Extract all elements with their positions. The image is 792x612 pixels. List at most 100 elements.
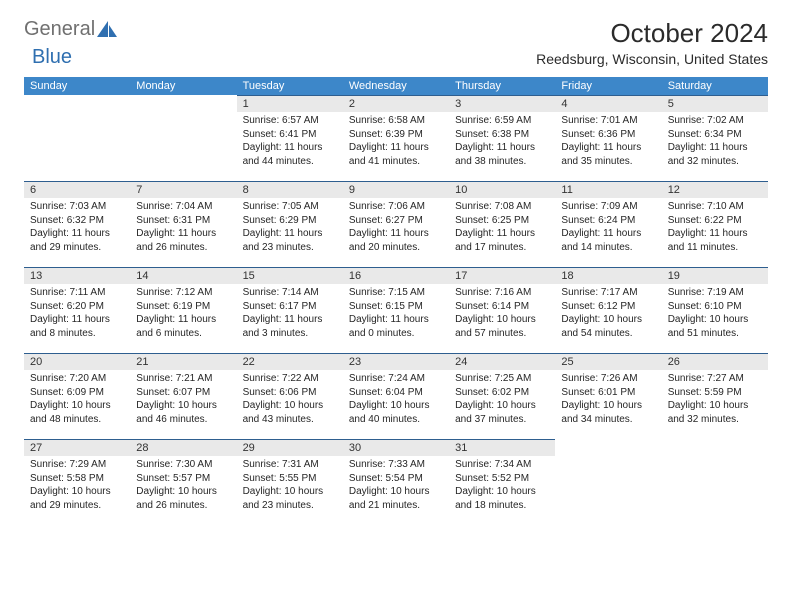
sunset-text: Sunset: 6:36 PM	[561, 128, 655, 142]
daylight-text: Daylight: 11 hours and 6 minutes.	[136, 313, 230, 340]
calendar-day-cell: 4Sunrise: 7:01 AMSunset: 6:36 PMDaylight…	[555, 95, 661, 181]
daylight-text: Daylight: 10 hours and 23 minutes.	[243, 485, 337, 512]
calendar-day-cell: 3Sunrise: 6:59 AMSunset: 6:38 PMDaylight…	[449, 95, 555, 181]
sunrise-text: Sunrise: 7:25 AM	[455, 372, 549, 386]
calendar-day-cell: 6Sunrise: 7:03 AMSunset: 6:32 PMDaylight…	[24, 181, 130, 267]
day-number: 28	[130, 439, 236, 456]
calendar-day-cell: 17Sunrise: 7:16 AMSunset: 6:14 PMDayligh…	[449, 267, 555, 353]
sunrise-text: Sunrise: 6:57 AM	[243, 114, 337, 128]
day-number: 8	[237, 181, 343, 198]
location: Reedsburg, Wisconsin, United States	[536, 51, 768, 67]
sunset-text: Sunset: 5:52 PM	[455, 472, 549, 486]
sunrise-text: Sunrise: 7:33 AM	[349, 458, 443, 472]
calendar-day-cell: 26Sunrise: 7:27 AMSunset: 5:59 PMDayligh…	[662, 353, 768, 439]
day-details: Sunrise: 7:24 AMSunset: 6:04 PMDaylight:…	[343, 370, 449, 428]
calendar-day-cell: 16Sunrise: 7:15 AMSunset: 6:15 PMDayligh…	[343, 267, 449, 353]
sunset-text: Sunset: 6:09 PM	[30, 386, 124, 400]
day-number: 18	[555, 267, 661, 284]
day-number: 26	[662, 353, 768, 370]
sunset-text: Sunset: 6:20 PM	[30, 300, 124, 314]
sunrise-text: Sunrise: 7:22 AM	[243, 372, 337, 386]
sunset-text: Sunset: 6:41 PM	[243, 128, 337, 142]
logo-text-general: General	[24, 18, 95, 41]
sunset-text: Sunset: 6:34 PM	[668, 128, 762, 142]
calendar-day-cell: 7Sunrise: 7:04 AMSunset: 6:31 PMDaylight…	[130, 181, 236, 267]
daylight-text: Daylight: 11 hours and 0 minutes.	[349, 313, 443, 340]
day-number: 25	[555, 353, 661, 370]
calendar-day-cell: 13Sunrise: 7:11 AMSunset: 6:20 PMDayligh…	[24, 267, 130, 353]
day-details: Sunrise: 7:12 AMSunset: 6:19 PMDaylight:…	[130, 284, 236, 342]
sunrise-text: Sunrise: 7:14 AM	[243, 286, 337, 300]
sunset-text: Sunset: 6:39 PM	[349, 128, 443, 142]
day-details: Sunrise: 7:08 AMSunset: 6:25 PMDaylight:…	[449, 198, 555, 256]
day-number: 3	[449, 95, 555, 112]
page-title: October 2024	[536, 18, 768, 49]
day-details: Sunrise: 7:29 AMSunset: 5:58 PMDaylight:…	[24, 456, 130, 514]
sunrise-text: Sunrise: 7:20 AM	[30, 372, 124, 386]
day-details: Sunrise: 7:06 AMSunset: 6:27 PMDaylight:…	[343, 198, 449, 256]
day-details: Sunrise: 7:25 AMSunset: 6:02 PMDaylight:…	[449, 370, 555, 428]
daylight-text: Daylight: 10 hours and 54 minutes.	[561, 313, 655, 340]
calendar-day-cell: 27Sunrise: 7:29 AMSunset: 5:58 PMDayligh…	[24, 439, 130, 517]
day-number: 13	[24, 267, 130, 284]
calendar-body: 1 Sunrise: 6:57 AMSunset: 6:41 PM Daylight…	[24, 95, 768, 517]
daylight-text: Daylight: 11 hours and 20 minutes.	[349, 227, 443, 254]
daylight-text: Daylight: 10 hours and 18 minutes.	[455, 485, 549, 512]
calendar-day-cell: 8Sunrise: 7:05 AMSunset: 6:29 PMDaylight…	[237, 181, 343, 267]
day-number: 1	[237, 95, 343, 112]
daylight-text: Daylight: 10 hours and 40 minutes.	[349, 399, 443, 426]
daylight-text: Daylight: 11 hours and 11 minutes.	[668, 227, 762, 254]
daylight-text: Daylight: 11 hours and 26 minutes.	[136, 227, 230, 254]
calendar-day-cell: 28Sunrise: 7:30 AMSunset: 5:57 PMDayligh…	[130, 439, 236, 517]
day-number: 23	[343, 353, 449, 370]
day-details: Sunrise: 7:27 AMSunset: 5:59 PMDaylight:…	[662, 370, 768, 428]
sunrise-text: Sunrise: 7:05 AM	[243, 200, 337, 214]
calendar-day-cell: 15Sunrise: 7:14 AMSunset: 6:17 PMDayligh…	[237, 267, 343, 353]
calendar-day-cell: 29Sunrise: 7:31 AMSunset: 5:55 PMDayligh…	[237, 439, 343, 517]
sunrise-text: Sunrise: 7:29 AM	[30, 458, 124, 472]
logo-text-blue: Blue	[32, 46, 72, 69]
sunset-text: Sunset: 5:55 PM	[243, 472, 337, 486]
calendar-day-cell	[662, 439, 768, 517]
day-details: Sunrise: 7:15 AMSunset: 6:15 PMDaylight:…	[343, 284, 449, 342]
day-number: 31	[449, 439, 555, 456]
calendar-day-cell: 9Sunrise: 7:06 AMSunset: 6:27 PMDaylight…	[343, 181, 449, 267]
daylight-text: Daylight: 10 hours and 32 minutes.	[668, 399, 762, 426]
day-details: Sunrise: 7:21 AMSunset: 6:07 PMDaylight:…	[130, 370, 236, 428]
sunset-text: Sunset: 6:24 PM	[561, 214, 655, 228]
weekday-header: Friday	[555, 77, 661, 95]
title-block: October 2024 Reedsburg, Wisconsin, Unite…	[536, 18, 768, 67]
calendar-week-row: 1 Sunrise: 6:57 AMSunset: 6:41 PM Daylight…	[24, 95, 768, 181]
day-details: Sunrise: 7:02 AMSunset: 6:34 PMDaylight:…	[662, 112, 768, 170]
weekday-header: Sunday	[24, 77, 130, 95]
daylight-text: Daylight: 11 hours and 3 minutes.	[243, 313, 337, 340]
day-details: Sunrise: 7:33 AMSunset: 5:54 PMDaylight:…	[343, 456, 449, 514]
weekday-header: Monday	[130, 77, 236, 95]
sunset-text: Sunset: 5:58 PM	[30, 472, 124, 486]
day-details: Sunrise: 7:14 AMSunset: 6:17 PMDaylight:…	[237, 284, 343, 342]
day-details: Sunrise: 7:20 AMSunset: 6:09 PMDaylight:…	[24, 370, 130, 428]
sunset-text: Sunset: 6:01 PM	[561, 386, 655, 400]
daylight-text: Daylight: 11 hours and 8 minutes.	[30, 313, 124, 340]
daylight-text: Daylight: 10 hours and 21 minutes.	[349, 485, 443, 512]
day-details: Sunrise: 7:22 AMSunset: 6:06 PMDaylight:…	[237, 370, 343, 428]
sunset-text: Sunset: 5:57 PM	[136, 472, 230, 486]
calendar-day-cell: 5Sunrise: 7:02 AMSunset: 6:34 PMDaylight…	[662, 95, 768, 181]
day-number: 29	[237, 439, 343, 456]
sunset-text: Sunset: 6:02 PM	[455, 386, 549, 400]
calendar-day-cell: 31Sunrise: 7:34 AMSunset: 5:52 PMDayligh…	[449, 439, 555, 517]
day-number: 21	[130, 353, 236, 370]
sunset-text: Sunset: 6:12 PM	[561, 300, 655, 314]
header: General October 2024 Reedsburg, Wisconsi…	[24, 18, 768, 67]
daylight-text: Daylight: 10 hours and 43 minutes.	[243, 399, 337, 426]
sunset-text: Sunset: 6:06 PM	[243, 386, 337, 400]
day-details: Sunrise: 7:19 AMSunset: 6:10 PMDaylight:…	[662, 284, 768, 342]
day-number: 14	[130, 267, 236, 284]
sunset-text: Sunset: 6:17 PM	[243, 300, 337, 314]
daylight-text: Daylight: 11 hours and 35 minutes.	[561, 141, 655, 168]
day-number: 2	[343, 95, 449, 112]
daylight-text: Daylight: 11 hours and 38 minutes.	[455, 141, 549, 168]
sunrise-text: Sunrise: 7:26 AM	[561, 372, 655, 386]
calendar-table: SundayMondayTuesdayWednesdayThursdayFrid…	[24, 77, 768, 517]
calendar-day-cell: 20Sunrise: 7:20 AMSunset: 6:09 PMDayligh…	[24, 353, 130, 439]
